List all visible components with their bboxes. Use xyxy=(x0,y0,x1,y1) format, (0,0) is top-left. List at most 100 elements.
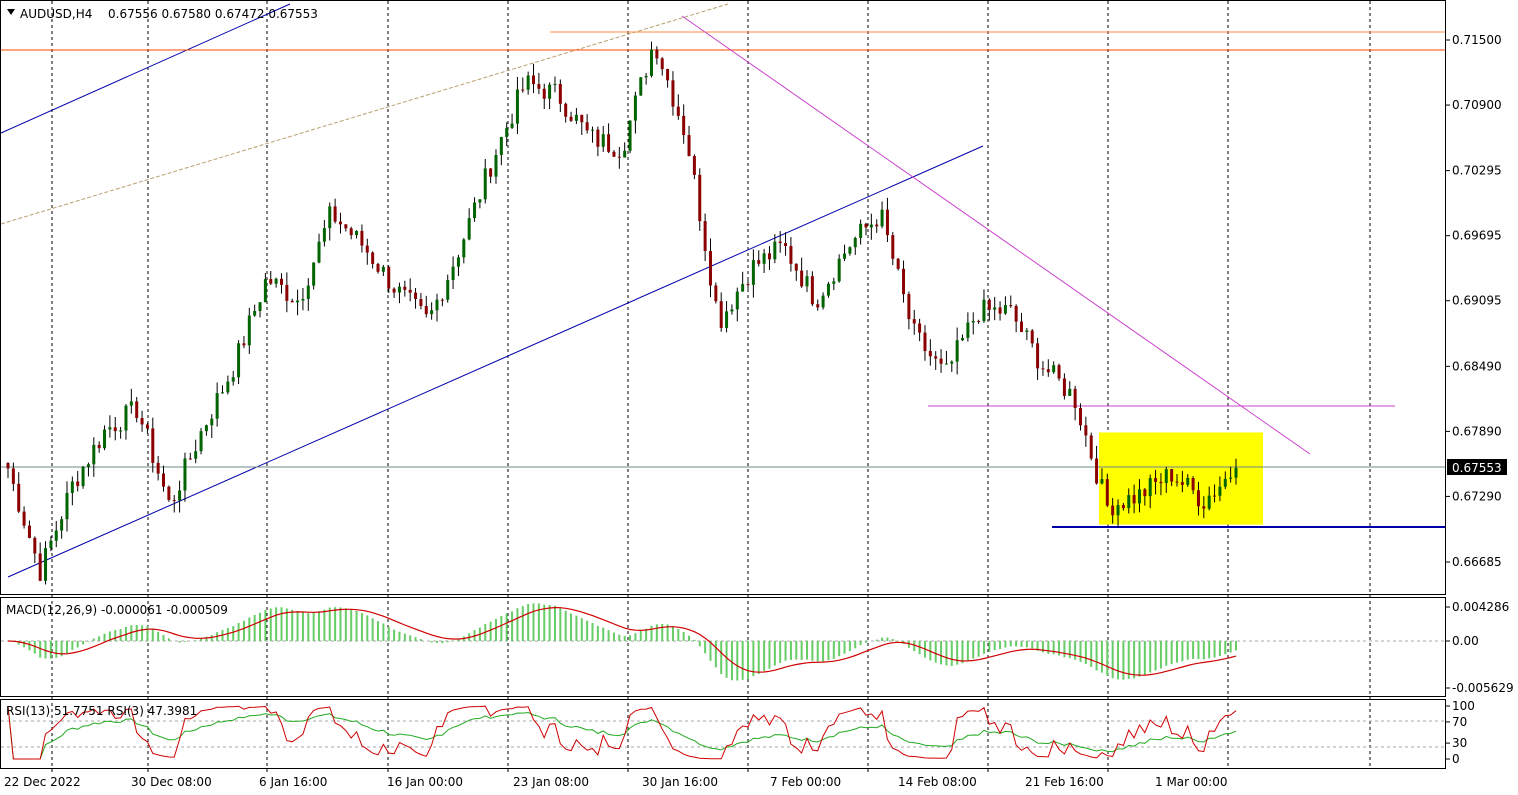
price-tick-label: 0.68490 xyxy=(1452,359,1502,373)
candle-body xyxy=(805,276,809,287)
candle-body xyxy=(671,80,675,107)
candle-body xyxy=(880,209,884,227)
candle-body xyxy=(875,224,879,227)
candle-body xyxy=(1202,506,1206,509)
candle-body xyxy=(1068,388,1072,396)
candle-body xyxy=(376,263,380,272)
candle-body xyxy=(998,307,1002,314)
candle-body xyxy=(1137,489,1141,504)
candle-body xyxy=(419,299,423,307)
candle-body xyxy=(558,83,562,104)
candle-body xyxy=(204,425,208,432)
axis-layer: 0.71500 0.70900 0.70295 0.69695 0.69095 0.684… xyxy=(4,33,1514,789)
time-tick-label: 7 Feb 00:00 xyxy=(770,775,841,789)
candle-body xyxy=(1234,467,1238,478)
candle-body xyxy=(977,320,981,322)
candle-body xyxy=(810,276,814,305)
candle-body xyxy=(869,224,873,228)
candle-body xyxy=(1191,477,1195,491)
rsi-tick-label: 70 xyxy=(1452,715,1467,729)
candle-body xyxy=(1121,505,1125,509)
candle-body xyxy=(918,323,922,333)
candle-body xyxy=(1229,477,1233,479)
candle-body xyxy=(730,309,734,312)
candle-body xyxy=(1223,478,1227,487)
candle-body xyxy=(596,129,600,147)
candle-body xyxy=(489,168,493,177)
candle-body xyxy=(371,252,375,264)
candle-body xyxy=(215,393,219,419)
candle-body xyxy=(816,304,820,308)
candle-body xyxy=(119,430,123,432)
price-tick-label: 0.67290 xyxy=(1452,489,1502,503)
candle-body xyxy=(76,481,80,487)
time-tick-label: 22 Dec 2022 xyxy=(4,775,81,789)
candle-body xyxy=(183,458,187,491)
macd-signal-line xyxy=(7,606,1237,676)
candle-body xyxy=(220,392,224,394)
candle-body xyxy=(414,292,418,300)
candle-body xyxy=(338,221,342,225)
rsi-panel[interactable] xyxy=(0,699,1446,769)
candle-body xyxy=(27,525,31,538)
macd-tick-label: 0.00 xyxy=(1452,634,1479,648)
candle-body xyxy=(135,401,139,419)
candle-body xyxy=(1132,495,1136,504)
price-tick-label: 0.69695 xyxy=(1452,229,1502,243)
candle-body xyxy=(505,127,509,137)
candle-body xyxy=(440,299,444,301)
consolidation-box xyxy=(1099,432,1263,525)
candle-body xyxy=(49,540,53,549)
candle-body xyxy=(692,156,696,175)
candle-body xyxy=(397,286,401,293)
symbol-dropdown-icon[interactable] xyxy=(7,9,15,15)
candle-body xyxy=(38,553,42,581)
candle-body xyxy=(708,250,712,286)
candle-body xyxy=(312,262,316,286)
candle-body xyxy=(1062,378,1066,396)
candle-body xyxy=(719,301,723,328)
candle-body xyxy=(113,427,117,432)
candle-body xyxy=(773,241,777,260)
candle-body xyxy=(473,202,477,219)
candle-body xyxy=(1078,408,1082,426)
candle-body xyxy=(1073,388,1077,409)
candle-body xyxy=(644,75,648,78)
candle-body xyxy=(483,168,487,200)
candle-body xyxy=(349,228,353,236)
candle-body xyxy=(993,307,997,310)
candle-body xyxy=(891,235,895,259)
candle-body xyxy=(746,284,750,286)
candle-body xyxy=(124,405,128,431)
candle-body xyxy=(741,284,745,292)
candle-body xyxy=(912,319,916,324)
candle-body xyxy=(751,260,755,285)
candle-body xyxy=(54,530,58,541)
candle-body xyxy=(467,218,471,240)
rsi-layer xyxy=(1,705,1445,760)
candle-body xyxy=(714,285,718,302)
rsi13-line xyxy=(7,705,1237,760)
candle-body xyxy=(199,431,203,452)
candle-body xyxy=(934,356,938,359)
candle-body xyxy=(328,206,332,229)
candle-body xyxy=(655,49,659,59)
candle-body xyxy=(628,120,632,151)
candle-body xyxy=(44,548,48,581)
candle-body xyxy=(194,451,198,459)
candle-body xyxy=(456,257,460,267)
candle-body xyxy=(387,266,391,289)
candle-body xyxy=(145,424,149,429)
candle-body xyxy=(365,245,369,253)
candle-body xyxy=(585,122,589,131)
candle-body xyxy=(569,116,573,121)
candle-body xyxy=(757,260,761,264)
candle-body xyxy=(446,280,450,300)
candle-body xyxy=(92,444,96,465)
candle-body xyxy=(478,199,482,203)
candle-body xyxy=(848,247,852,254)
candle-body xyxy=(649,49,653,76)
candle-body xyxy=(982,299,986,322)
candle-body xyxy=(794,263,798,271)
